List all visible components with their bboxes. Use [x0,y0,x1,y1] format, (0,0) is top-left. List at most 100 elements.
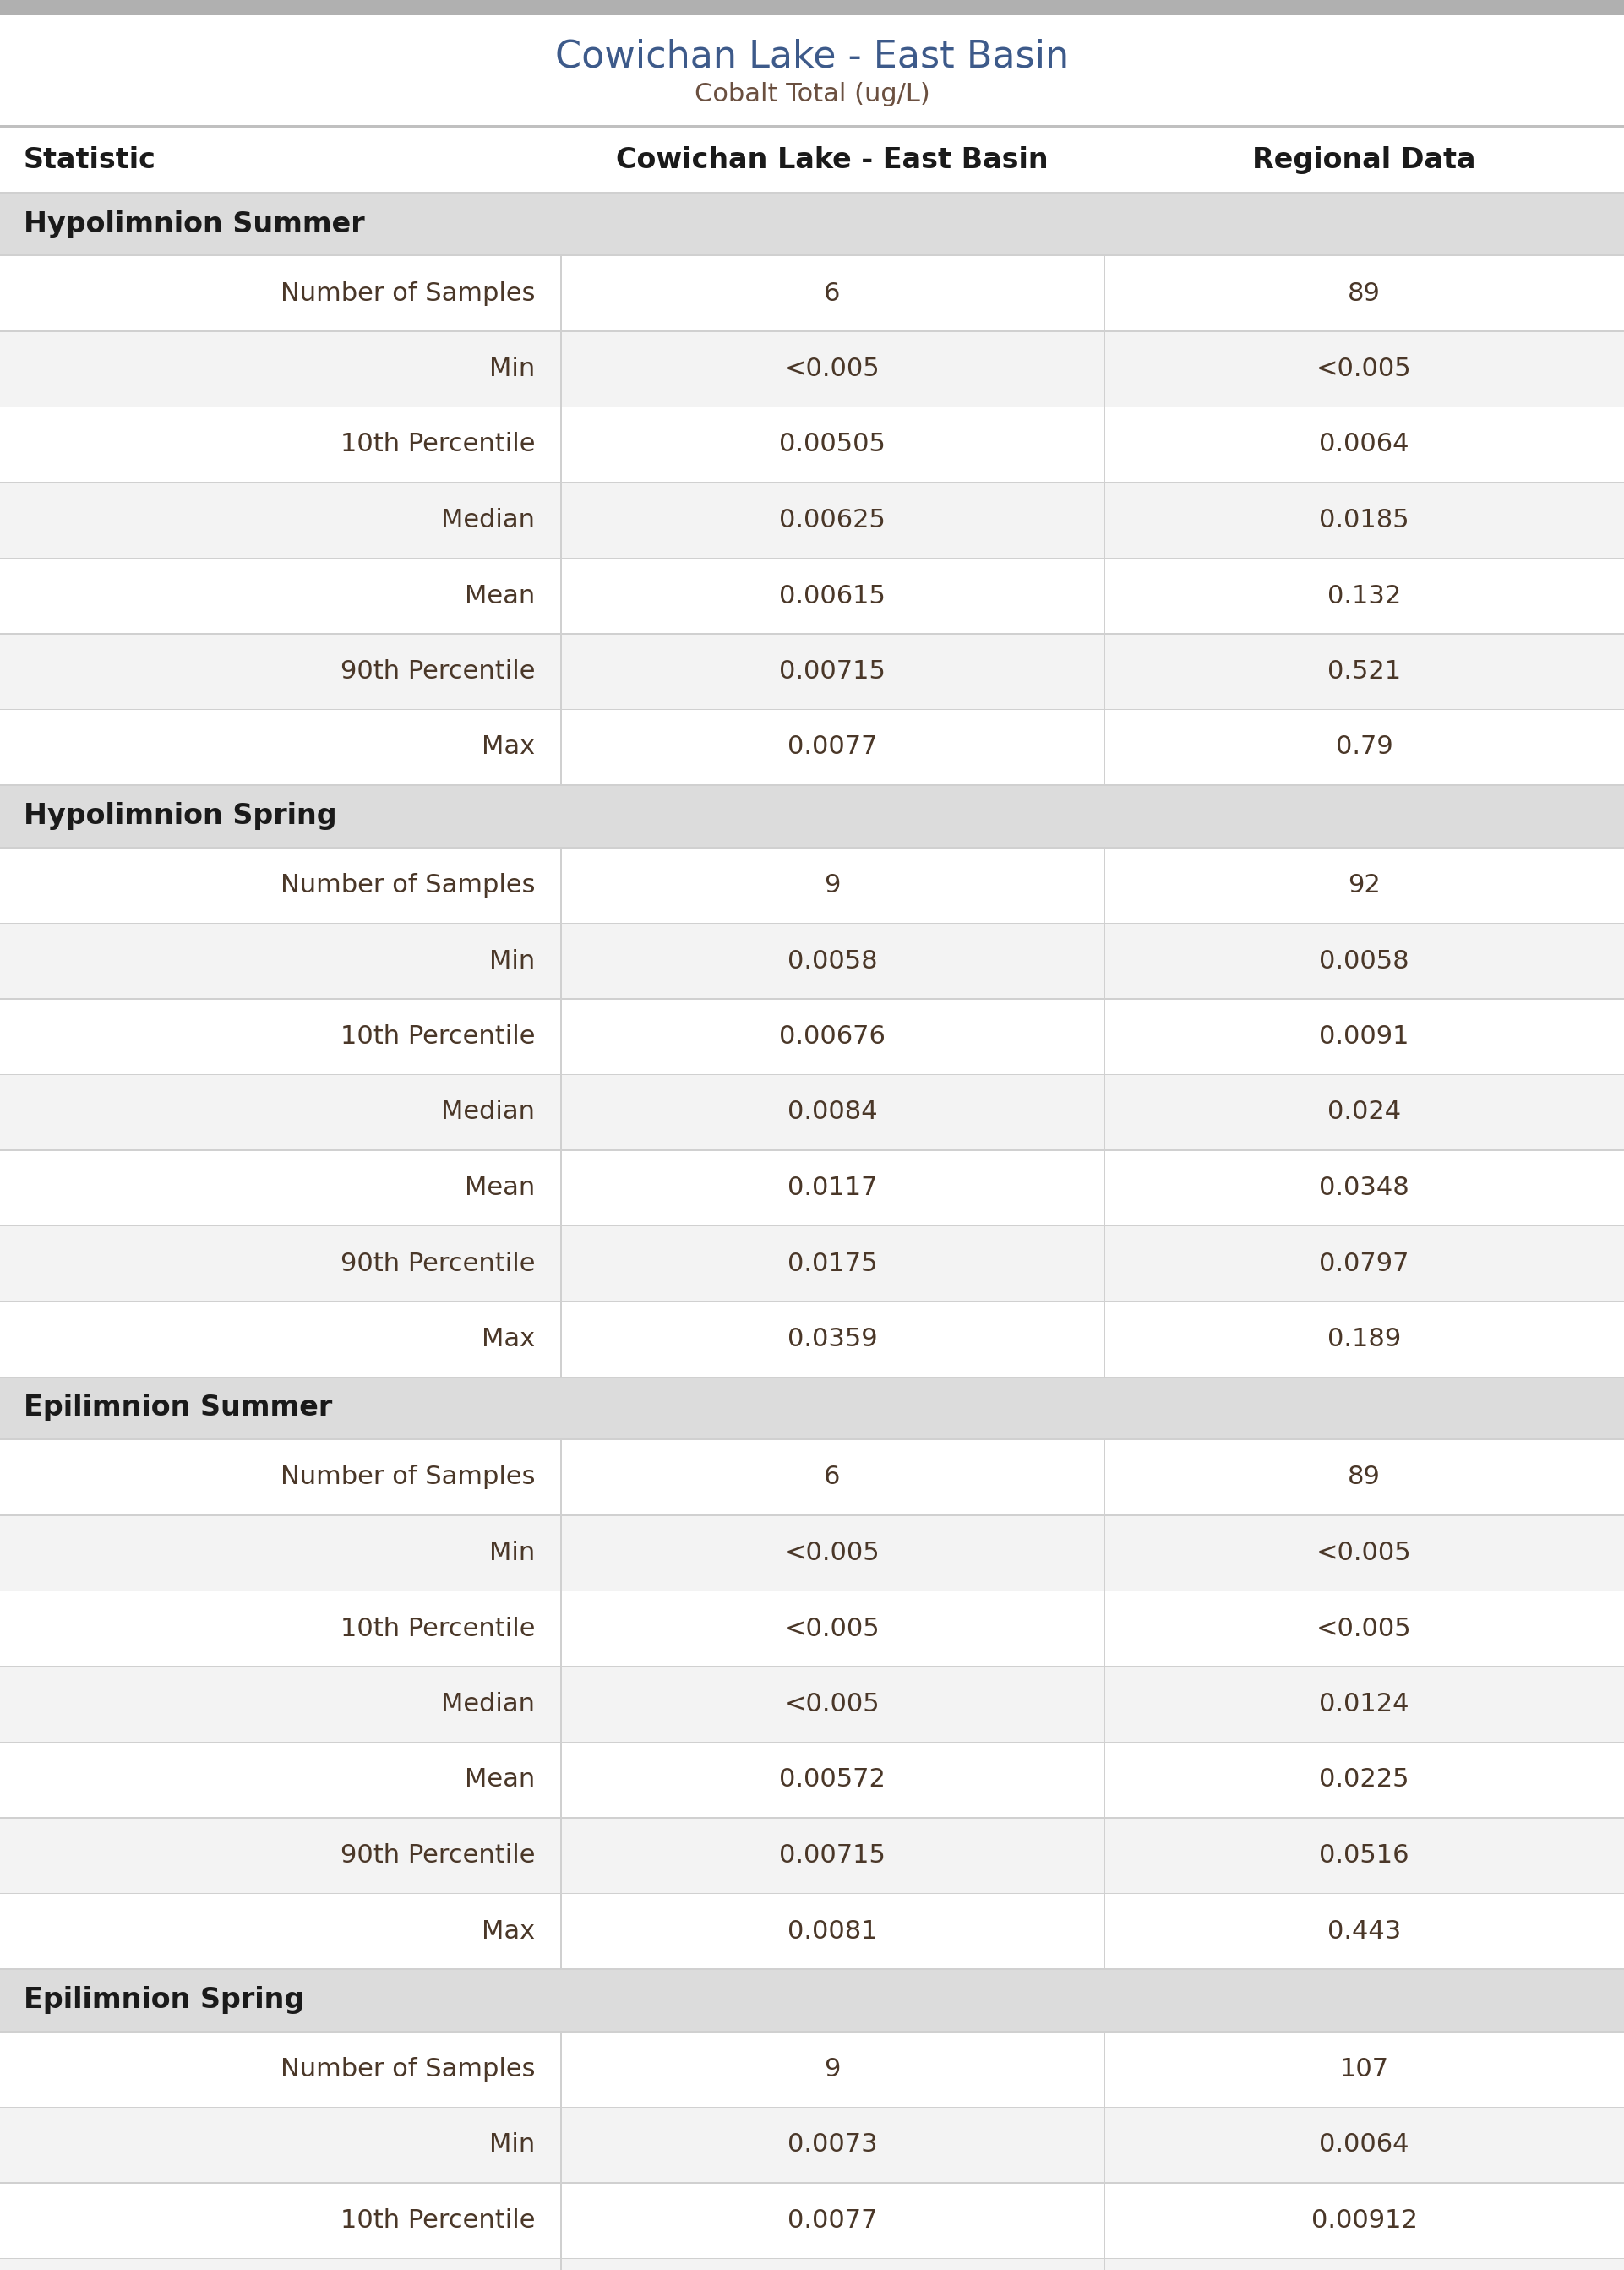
Text: Cobalt Total (ug/L): Cobalt Total (ug/L) [693,82,931,107]
Text: Median: Median [442,1101,534,1124]
Text: 0.0124: 0.0124 [1319,1691,1410,1716]
Bar [0,1151,1624,1226]
Bar [0,484,1624,558]
Bar [0,1893,1624,1968]
Text: <0.005: <0.005 [784,1616,880,1641]
Bar [0,785,1624,847]
Bar [0,1666,1624,1741]
Text: Min: Min [489,1541,534,1566]
Text: Median: Median [442,508,534,533]
Text: Min: Min [489,2134,534,2156]
Text: <0.005: <0.005 [784,1541,880,1566]
Bar [560,1666,1104,1741]
Text: 0.521: 0.521 [1327,658,1402,683]
Bar [0,924,1624,999]
Bar [560,633,1104,708]
Text: Number of Samples: Number of Samples [281,874,534,897]
Text: 90th Percentile: 90th Percentile [339,1843,534,1868]
Bar [0,849,1624,922]
Bar [0,0,1624,16]
Text: 0.0516: 0.0516 [1319,1843,1410,1868]
Bar [0,125,1624,129]
Text: Mean: Mean [464,583,534,608]
Text: 0.0348: 0.0348 [1319,1176,1410,1201]
Bar [0,1439,1624,1514]
Bar [0,331,1624,406]
Bar [0,257,1624,331]
Text: Epilimnion Spring: Epilimnion Spring [24,1986,304,2013]
Text: Min: Min [489,949,534,974]
Text: <0.005: <0.005 [784,1691,880,1716]
Bar [0,129,1624,193]
Text: Min: Min [489,356,534,381]
Text: 0.0058: 0.0058 [788,949,877,974]
Text: 0.0175: 0.0175 [788,1251,877,1276]
Text: 0.0081: 0.0081 [788,1918,877,1943]
Text: 0.132: 0.132 [1327,583,1402,608]
Text: 89: 89 [1348,1464,1380,1489]
Text: 0.0359: 0.0359 [788,1328,877,1351]
Text: Epilimnion Summer: Epilimnion Summer [24,1394,333,1421]
Text: Mean: Mean [464,1768,534,1791]
Text: Number of Samples: Number of Samples [281,2057,534,2082]
Bar [1104,1516,1624,1589]
Text: <0.005: <0.005 [1317,1541,1411,1566]
Text: 0.0185: 0.0185 [1319,508,1410,533]
Text: 10th Percentile: 10th Percentile [339,1616,534,1641]
Bar [0,1591,1624,1666]
Bar [0,558,1624,633]
Text: 10th Percentile: 10th Percentile [339,431,534,456]
Text: 6: 6 [823,1464,841,1489]
Bar [1104,633,1624,708]
Bar [0,633,1624,708]
Bar [0,2032,1624,2107]
Text: 9: 9 [823,874,841,897]
Bar [560,1226,1104,1301]
Bar [0,16,1624,125]
Text: 0.00912: 0.00912 [1311,2209,1418,2234]
Bar [1104,331,1624,406]
Text: Hypolimnion Summer: Hypolimnion Summer [24,211,365,238]
Bar [560,484,1104,558]
Text: 0.0797: 0.0797 [1319,1251,1410,1276]
Bar [560,331,1104,406]
Text: <0.005: <0.005 [784,356,880,381]
Bar [1104,924,1624,999]
Text: 0.00615: 0.00615 [780,583,885,608]
Bar [0,193,1624,254]
Text: Max: Max [482,1918,534,1943]
Text: 0.0117: 0.0117 [788,1176,877,1201]
Text: Cowichan Lake - East Basin: Cowichan Lake - East Basin [615,145,1049,175]
Text: 0.0058: 0.0058 [1319,949,1410,974]
Text: Max: Max [482,1328,534,1351]
Bar [0,406,1624,481]
Text: 0.0077: 0.0077 [788,735,877,760]
Bar [1104,2259,1624,2270]
Bar [1104,1666,1624,1741]
Text: 6: 6 [823,281,841,306]
Bar [560,1818,1104,1893]
Text: 10th Percentile: 10th Percentile [339,2209,534,2234]
Text: 90th Percentile: 90th Percentile [339,1251,534,1276]
Bar [1104,484,1624,558]
Text: 0.0084: 0.0084 [788,1101,877,1124]
Text: Hypolimnion Spring: Hypolimnion Spring [24,801,336,831]
Bar [0,1226,1624,1301]
Text: <0.005: <0.005 [1317,1616,1411,1641]
Bar [0,711,1624,783]
Text: Mean: Mean [464,1176,534,1201]
Text: 0.00625: 0.00625 [780,508,885,533]
Text: 90th Percentile: 90th Percentile [339,658,534,683]
Text: Number of Samples: Number of Samples [281,281,534,306]
Bar [1104,2109,1624,2181]
Bar [0,1378,1624,1439]
Bar [0,2184,1624,2259]
Text: 0.189: 0.189 [1327,1328,1402,1351]
Text: 0.00572: 0.00572 [780,1768,885,1791]
Bar [0,1303,1624,1376]
Text: 92: 92 [1348,874,1380,897]
Bar [560,2109,1104,2181]
Bar [560,1516,1104,1589]
Text: 107: 107 [1340,2057,1389,2082]
Text: 0.0073: 0.0073 [788,2134,877,2156]
